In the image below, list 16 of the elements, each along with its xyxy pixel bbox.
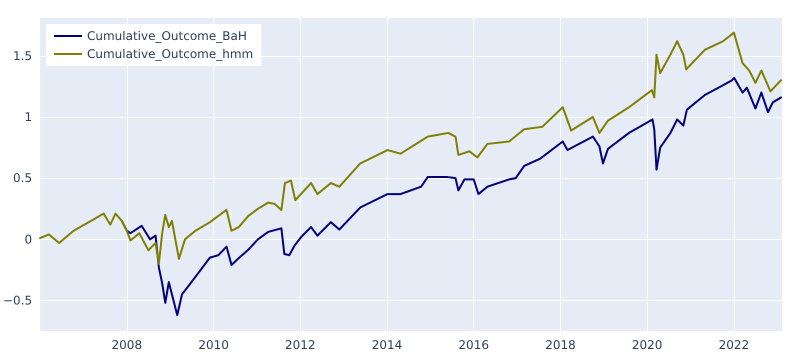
x-tick-label: 2012 bbox=[284, 338, 316, 352]
line-series bbox=[39, 32, 782, 265]
legend-label: Cumulative_Outcome_hmm bbox=[87, 47, 254, 61]
x-tick-label: 2010 bbox=[198, 338, 229, 352]
y-tick-label: 1 bbox=[24, 110, 32, 124]
legend-label: Cumulative_Outcome_BaH bbox=[87, 29, 247, 43]
y-tick-label: 1.5 bbox=[13, 48, 32, 63]
y-tick-label: −0.5 bbox=[3, 293, 32, 308]
x-tick-label: 2014 bbox=[372, 338, 402, 352]
x-tick-label: 2018 bbox=[545, 338, 576, 352]
x-tick-label: 2022 bbox=[718, 338, 750, 352]
y-tick-label: 0 bbox=[24, 232, 32, 246]
y-tick-label: 0.5 bbox=[13, 171, 32, 186]
x-tick-label: 2020 bbox=[632, 338, 662, 352]
x-tick-label: 2008 bbox=[112, 338, 142, 352]
x-tick-label: 2016 bbox=[458, 338, 489, 352]
